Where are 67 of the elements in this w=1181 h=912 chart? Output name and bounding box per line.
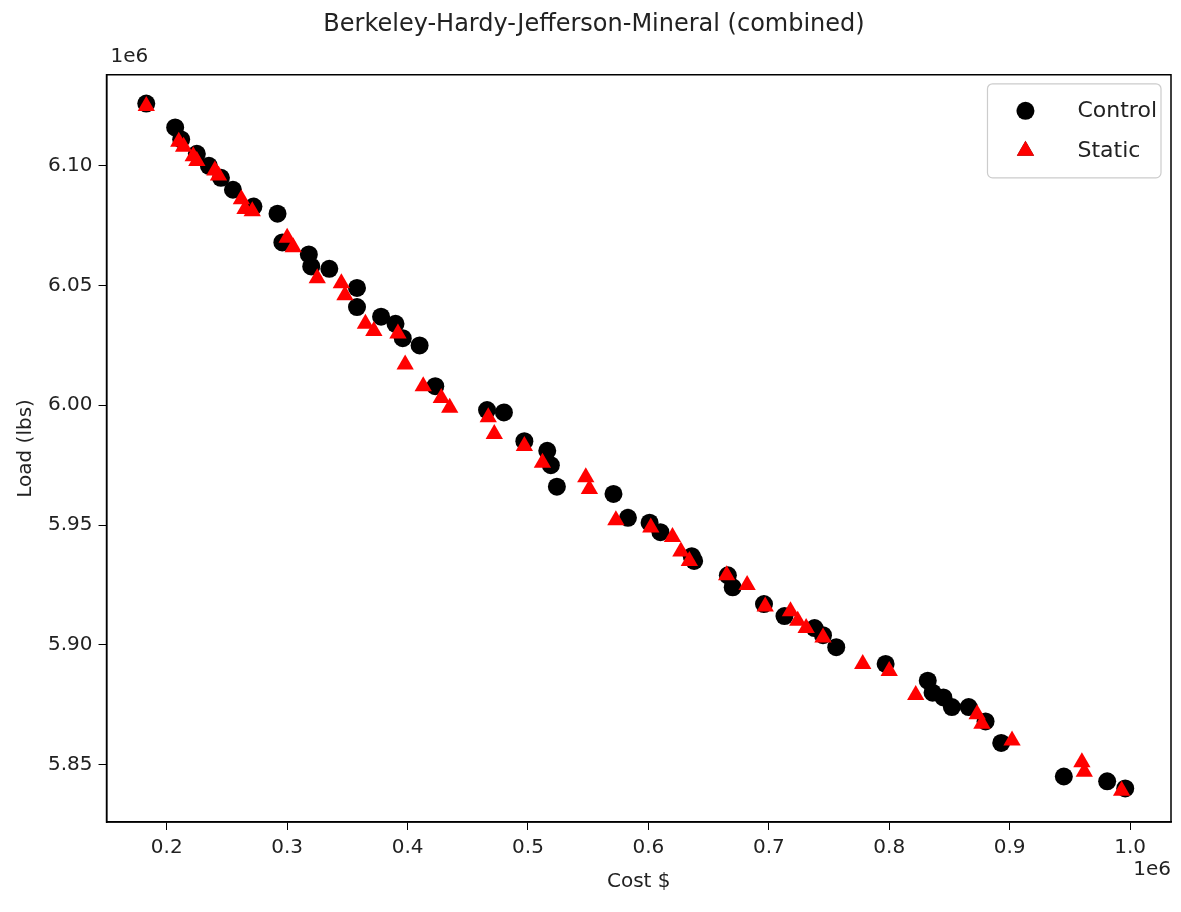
x-tick-label: 0.3 — [271, 834, 304, 859]
point — [320, 259, 339, 278]
y-tick-label: 5.95 — [48, 511, 93, 536]
point — [618, 508, 637, 527]
point — [907, 685, 925, 701]
y-tick-label: 6.00 — [48, 391, 93, 416]
y-tick-label: 5.85 — [48, 750, 93, 775]
point — [1003, 730, 1021, 746]
point — [410, 336, 429, 355]
point — [389, 323, 407, 339]
x-tick-label: 0.7 — [752, 834, 785, 859]
point — [718, 565, 736, 581]
point — [515, 436, 534, 452]
x-tick-label: 0.6 — [632, 834, 665, 859]
point — [479, 407, 497, 423]
legend-label: Control — [1077, 96, 1158, 122]
chart-title: Berkeley-Hardy-Jefferson-Mineral (combined) — [323, 8, 865, 37]
point — [188, 151, 206, 167]
point — [663, 527, 682, 543]
point — [302, 257, 321, 276]
point — [308, 268, 326, 284]
point — [1054, 767, 1073, 786]
point — [533, 452, 552, 468]
point — [414, 376, 432, 392]
point — [797, 618, 815, 634]
point — [396, 354, 414, 370]
point — [209, 165, 228, 181]
point — [672, 541, 690, 557]
x-tick-label: 0.5 — [512, 834, 544, 859]
point — [604, 484, 623, 503]
x-axis-title: Cost $ — [606, 868, 671, 893]
point — [347, 278, 366, 297]
point — [347, 298, 366, 317]
point — [827, 638, 846, 657]
point — [243, 201, 261, 217]
point — [494, 403, 513, 422]
y-axis-title: Load (lbs) — [12, 399, 37, 498]
point — [738, 574, 756, 590]
point — [880, 661, 898, 677]
x-tick-label: 0.9 — [993, 834, 1026, 859]
point — [284, 237, 302, 253]
y-tick-label: 6.05 — [48, 271, 93, 296]
point — [365, 321, 383, 337]
point — [268, 204, 287, 223]
x-tick-label: 0.8 — [873, 834, 906, 859]
y-tick-label: 6.10 — [48, 152, 93, 177]
point — [607, 510, 625, 526]
point — [547, 477, 566, 496]
point — [432, 388, 450, 404]
point — [942, 698, 961, 717]
point — [332, 273, 350, 289]
point — [1098, 772, 1117, 791]
point — [223, 180, 242, 199]
point — [441, 397, 459, 413]
point — [577, 467, 595, 483]
legend-label: Static — [1077, 136, 1141, 162]
x-tick-label: 0.2 — [150, 834, 183, 859]
point — [723, 578, 742, 597]
text: 1e6 — [1133, 856, 1171, 881]
point — [174, 136, 193, 152]
point — [642, 517, 660, 533]
point — [485, 424, 503, 440]
x-tick-label: 1.0 — [1114, 834, 1146, 859]
x-tick-label: 0.4 — [391, 834, 424, 859]
point — [372, 307, 391, 326]
y-tick-label: 5.90 — [48, 630, 93, 655]
text: 1e6 — [110, 43, 149, 67]
